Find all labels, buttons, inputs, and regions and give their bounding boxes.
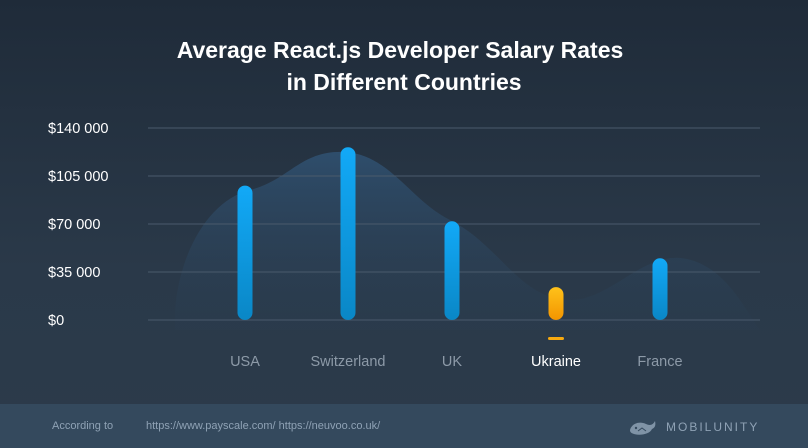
footer: According to https://www.payscale.com/ h… xyxy=(0,404,808,448)
y-tick-label: $105 000 xyxy=(48,169,108,185)
bar-uk xyxy=(444,221,460,320)
chart-title-line-2: in Different Countries xyxy=(286,69,521,95)
background-wave xyxy=(175,151,760,330)
x-tick-label: France xyxy=(637,354,682,370)
bar-ukraine xyxy=(548,287,564,320)
y-tick-label: $0 xyxy=(48,313,64,329)
source-links[interactable]: https://www.payscale.com/ https://neuvoo… xyxy=(146,420,381,432)
bar-switzerland xyxy=(340,147,356,320)
chart-title-line-1: Average React.js Developer Salary Rates xyxy=(177,37,624,63)
whale-icon xyxy=(630,421,656,435)
brand-name: MOBILUNITY xyxy=(666,420,760,434)
highlight-marker xyxy=(548,337,564,340)
y-tick-label: $70 000 xyxy=(48,217,100,233)
y-tick-label: $35 000 xyxy=(48,265,100,281)
source-label: According to xyxy=(52,420,114,432)
x-tick-label: Ukraine xyxy=(531,354,581,370)
x-tick-label: Switzerland xyxy=(311,354,386,370)
x-tick-label: USA xyxy=(230,354,260,370)
x-tick-label: UK xyxy=(442,354,462,370)
bar-france xyxy=(652,258,668,320)
bar-chart: Average React.js Developer Salary Rates … xyxy=(48,37,760,370)
y-tick-label: $140 000 xyxy=(48,121,108,137)
brand-logo: MOBILUNITY xyxy=(628,417,759,437)
bar-usa xyxy=(237,185,253,320)
